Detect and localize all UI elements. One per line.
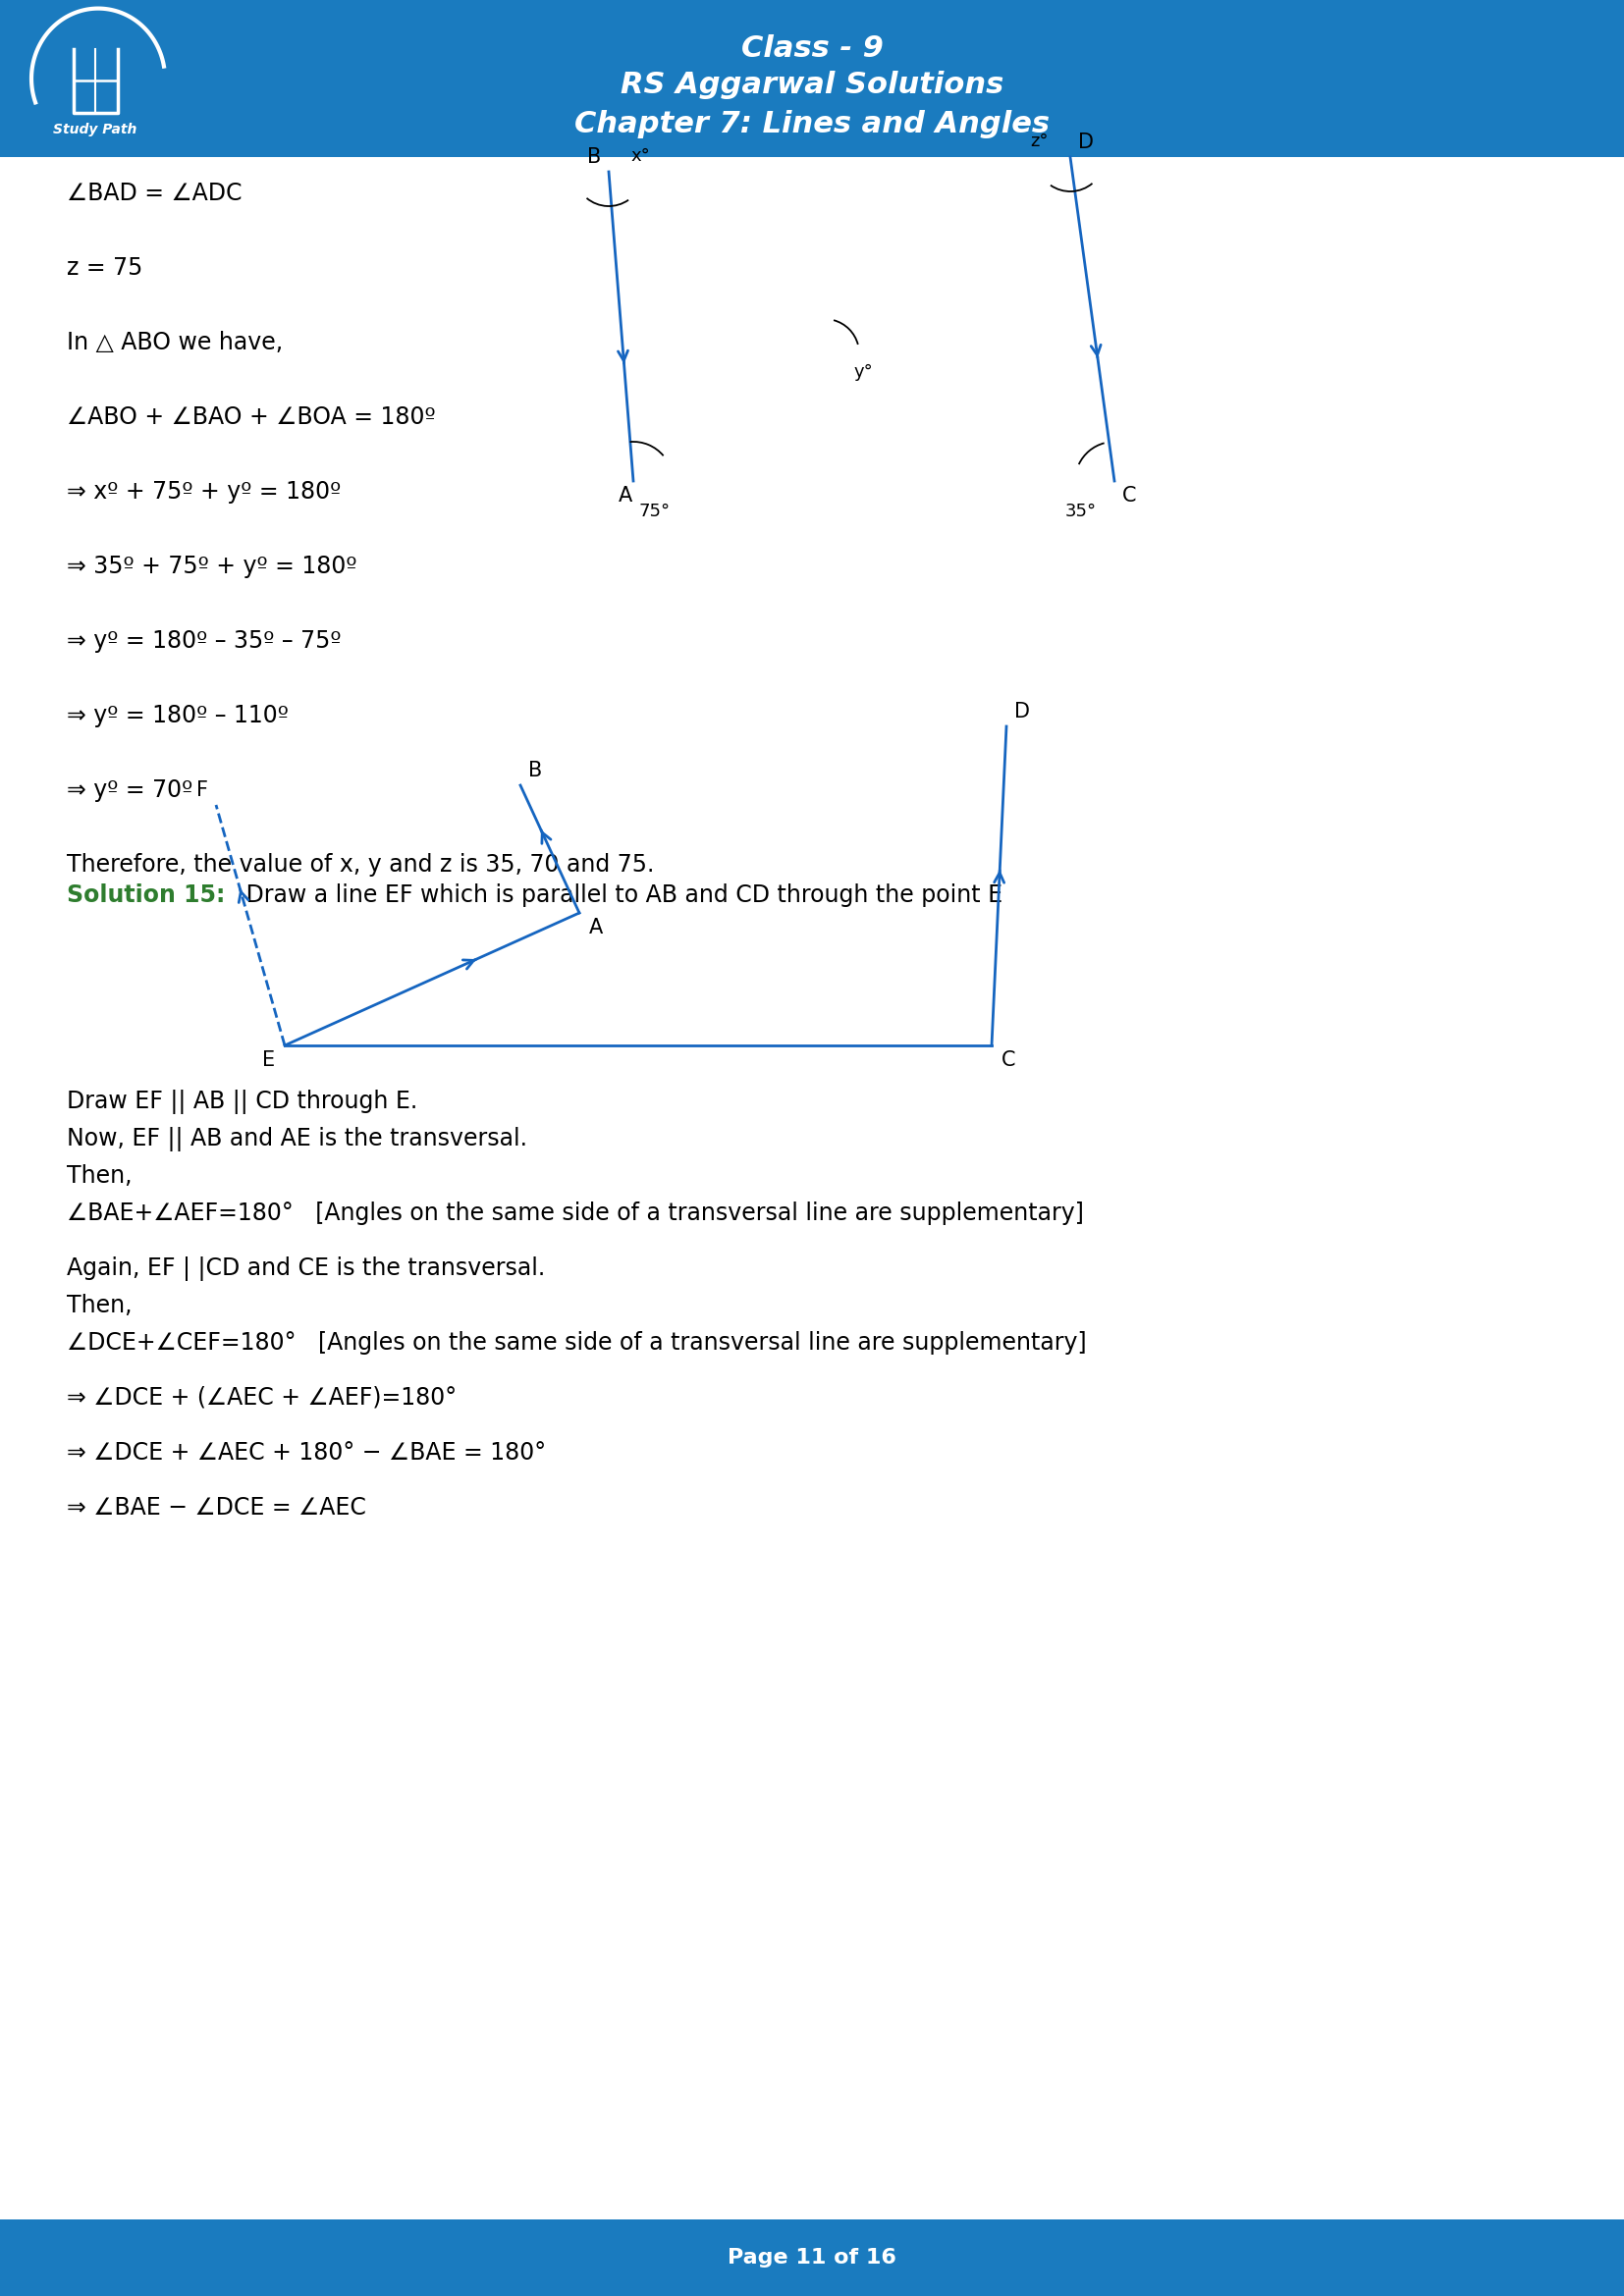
Text: A: A <box>619 487 632 505</box>
Text: B: B <box>586 147 601 168</box>
Text: Class - 9: Class - 9 <box>741 34 883 62</box>
Text: y°: y° <box>854 363 874 381</box>
Text: ⇒ ∠DCE + ∠AEC + 180° − ∠BAE = 180°: ⇒ ∠DCE + ∠AEC + 180° − ∠BAE = 180° <box>67 1442 546 1465</box>
Text: Draw EF || AB || CD through E.: Draw EF || AB || CD through E. <box>67 1091 417 1114</box>
Text: ⇒ yº = 180º – 35º – 75º: ⇒ yº = 180º – 35º – 75º <box>67 629 341 652</box>
Text: Therefore, the value of x, y and z is 35, 70 and 75.: Therefore, the value of x, y and z is 35… <box>67 854 654 877</box>
Bar <box>0 0 1624 156</box>
Text: D: D <box>1078 133 1095 152</box>
Text: Page 11 of 16: Page 11 of 16 <box>728 2248 896 2268</box>
Text: Draw a line EF which is parallel to AB and CD through the point E: Draw a line EF which is parallel to AB a… <box>239 884 1002 907</box>
Text: Study Path: Study Path <box>54 122 136 135</box>
Text: ∠DCE+∠CEF=180°   [Angles on the same side of a transversal line are supplementar: ∠DCE+∠CEF=180° [Angles on the same side … <box>67 1332 1086 1355</box>
Text: Then,: Then, <box>67 1293 132 1318</box>
Text: z = 75: z = 75 <box>67 257 143 280</box>
Text: B: B <box>528 760 542 781</box>
Text: Now, EF || AB and AE is the transversal.: Now, EF || AB and AE is the transversal. <box>67 1127 528 1150</box>
Text: ∠BAE+∠AEF=180°   [Angles on the same side of a transversal line are supplementar: ∠BAE+∠AEF=180° [Angles on the same side … <box>67 1201 1083 1226</box>
Text: x°: x° <box>630 147 650 165</box>
Text: 35°: 35° <box>1065 503 1096 521</box>
Text: RS Aggarwal Solutions: RS Aggarwal Solutions <box>620 71 1004 99</box>
Text: ⇒ yº = 180º – 110º: ⇒ yº = 180º – 110º <box>67 705 289 728</box>
Text: Again, EF | |CD and CE is the transversal.: Again, EF | |CD and CE is the transversa… <box>67 1256 546 1281</box>
Text: ∠BAD = ∠ADC: ∠BAD = ∠ADC <box>67 181 242 204</box>
Text: ⇒ xº + 75º + yº = 180º: ⇒ xº + 75º + yº = 180º <box>67 480 341 503</box>
Text: ⇒ ∠BAE − ∠DCE = ∠AEC: ⇒ ∠BAE − ∠DCE = ∠AEC <box>67 1497 365 1520</box>
Text: ⇒ 35º + 75º + yº = 180º: ⇒ 35º + 75º + yº = 180º <box>67 556 357 579</box>
Text: Solution 15:: Solution 15: <box>67 884 226 907</box>
Text: ⇒ ∠DCE + (∠AEC + ∠AEF)=180°: ⇒ ∠DCE + (∠AEC + ∠AEF)=180° <box>67 1387 456 1410</box>
Text: 75°: 75° <box>638 503 669 521</box>
Text: F: F <box>197 781 208 799</box>
Text: ⇒ yº = 70º: ⇒ yº = 70º <box>67 778 193 801</box>
Text: Chapter 7: Lines and Angles: Chapter 7: Lines and Angles <box>575 110 1049 138</box>
Text: D: D <box>1015 703 1030 721</box>
Bar <box>0 2220 1624 2296</box>
Text: Then,: Then, <box>67 1164 132 1187</box>
Text: z°: z° <box>1031 133 1049 149</box>
Text: ∠ABO + ∠BAO + ∠BOA = 180º: ∠ABO + ∠BAO + ∠BOA = 180º <box>67 406 435 429</box>
Text: C: C <box>1122 487 1137 505</box>
Text: A: A <box>590 918 603 937</box>
Text: In △ ABO we have,: In △ ABO we have, <box>67 331 283 354</box>
Text: C: C <box>1002 1049 1015 1070</box>
Text: E: E <box>261 1049 274 1070</box>
